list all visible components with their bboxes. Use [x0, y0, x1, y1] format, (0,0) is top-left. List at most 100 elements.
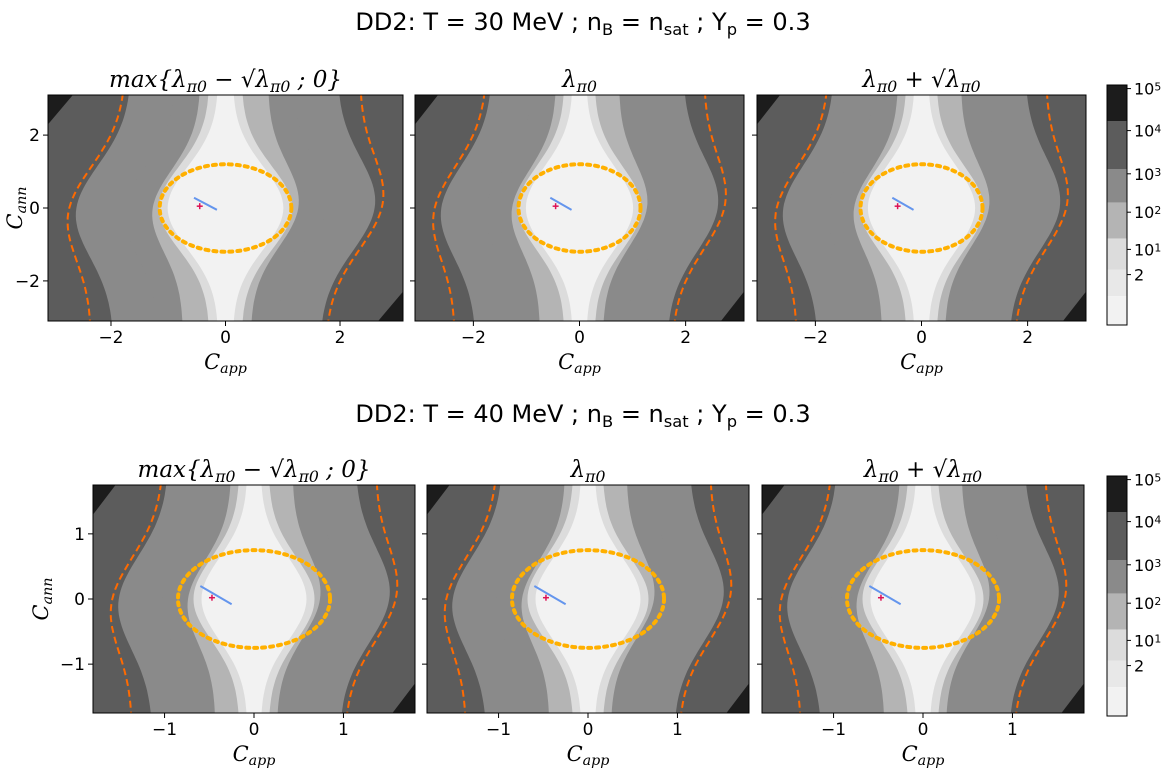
colorbar-segment-1-0 [1107, 476, 1127, 512]
panel-title-0-1: λπ0 [561, 67, 597, 96]
x-tick-label: 1 [338, 720, 349, 740]
x-tick-label: −1 [821, 720, 846, 740]
colorbar-frame-0 [1106, 84, 1128, 326]
x-tick-label: −1 [152, 720, 177, 740]
colorbar-label: 102 [1134, 203, 1161, 222]
blue-segment [891, 196, 915, 211]
colorbar-segment-0-5 [1107, 269, 1127, 297]
contour-corner-top-left [93, 485, 116, 515]
dashed-curve-right [346, 485, 399, 713]
colorbar-segment-1-1 [1107, 512, 1127, 560]
y-tick-label: 1 [74, 525, 85, 545]
panel-1-2 [762, 485, 1084, 713]
dashed-curve-left [778, 485, 831, 713]
colorbar-segment-0-1 [1107, 121, 1127, 169]
dotted-ellipse [175, 548, 333, 650]
dashed-curve-right [327, 95, 385, 321]
contour-corner-top-left [48, 95, 73, 125]
colorbar-label: 104 [1134, 122, 1161, 141]
panel-title-1-1: λπ0 [570, 457, 606, 486]
panel-title-1-2: λπ0 + √λπ0 [863, 457, 982, 486]
contour-core [225, 553, 283, 645]
dotted-ellipse [844, 548, 1002, 650]
colorbar-segment-0-2 [1107, 169, 1127, 203]
colorbar-label: 104 [1134, 513, 1161, 532]
figure-title-0: DD2: T = 30 MeV ; nB = nsat ; Yp = 0.3 [355, 8, 810, 39]
colorbar-label: 103 [1134, 556, 1161, 575]
colorbar-label: 101 [1134, 240, 1161, 259]
x-tick-label: 0 [220, 328, 231, 348]
colorbar-segment-1-6 [1107, 687, 1127, 716]
panel-title-0-2: λπ0 + √λπ0 [861, 67, 980, 96]
y-tick-label: −1 [60, 655, 85, 675]
colorbar-segment-1-5 [1107, 660, 1127, 688]
dashed-curve-right [1015, 95, 1069, 321]
x-axis-label-1-1: Capp [567, 742, 610, 769]
colorbar-segment-1-2 [1107, 560, 1127, 594]
dotted-ellipse [157, 162, 294, 254]
contour-corner-bottom-right [1062, 291, 1086, 321]
dashed-curve-left [432, 95, 486, 321]
dotted-ellipse [858, 162, 985, 254]
panel-0-2 [757, 95, 1086, 321]
y-tick-label: 0 [74, 590, 85, 610]
x-tick-label: 2 [335, 328, 346, 348]
x-tick-label: 2 [1022, 328, 1033, 348]
dashed-curve-right [680, 485, 733, 713]
colorbar-frame-1 [1106, 475, 1128, 717]
dashed-curve-left [774, 95, 828, 321]
blue-segment [199, 585, 233, 606]
y-tick-label: −2 [15, 272, 40, 292]
contour-core [549, 162, 610, 254]
dashed-curve-left [443, 485, 496, 713]
x-axis-label-1-0: Capp [233, 742, 276, 769]
colorbar-label: 2 [1134, 266, 1144, 285]
panel-0-1 [415, 95, 744, 321]
dashed-curve-left [109, 485, 162, 713]
contour-corner-top-left [762, 485, 785, 515]
x-axis-label-1-2: Capp [902, 742, 945, 769]
colorbar-segment-1-3 [1107, 593, 1127, 630]
x-tick-label: 0 [916, 328, 927, 348]
colorbar-label: 105 [1134, 471, 1161, 490]
x-axis-label-0-0: Capp [204, 350, 247, 377]
colorbar-segment-0-3 [1107, 202, 1127, 239]
contour-corner-bottom-right [378, 291, 403, 321]
y-tick-label: 0 [29, 199, 40, 219]
blue-segment [533, 585, 567, 606]
y-axis-label-1: Cann [29, 578, 56, 621]
colorbar-label: 102 [1134, 594, 1161, 613]
y-tick-label: 2 [29, 126, 40, 146]
x-tick-label: 0 [918, 720, 929, 740]
contour-core [193, 162, 258, 254]
dashed-curve-right [1015, 485, 1068, 713]
x-tick-label: 0 [249, 720, 260, 740]
x-tick-label: 0 [574, 328, 585, 348]
panel-title-1-0: max{λπ0 − √λπ0 ; 0} [138, 457, 371, 486]
contour-corner-bottom-right [726, 683, 749, 713]
contour-corner-top-left [757, 95, 781, 125]
blue-segment [549, 196, 573, 211]
x-axis-label-0-2: Capp [900, 350, 943, 377]
colorbar-label: 101 [1134, 631, 1161, 650]
colorbar-label: 105 [1134, 80, 1161, 99]
dotted-ellipse [509, 548, 667, 650]
x-axis-label-0-1: Capp [558, 350, 601, 377]
contour-corner-top-left [415, 95, 439, 125]
contour-corner-bottom-right [720, 291, 744, 321]
dotted-ellipse [516, 162, 643, 254]
colorbar-label: 2 [1134, 657, 1144, 676]
dashed-curve-left [66, 95, 124, 321]
x-tick-label: −2 [461, 328, 486, 348]
panel-0-0 [48, 95, 403, 321]
x-tick-label: −2 [98, 328, 123, 348]
blue-segment [193, 196, 218, 211]
contour-corner-top-left [427, 485, 450, 515]
contour-corner-bottom-right [1061, 683, 1084, 713]
x-tick-label: −2 [803, 328, 828, 348]
contour-core [894, 553, 952, 645]
blue-segment [868, 585, 902, 606]
figure-title-1: DD2: T = 40 MeV ; nB = nsat ; Yp = 0.3 [355, 400, 810, 431]
x-tick-label: 1 [672, 720, 683, 740]
